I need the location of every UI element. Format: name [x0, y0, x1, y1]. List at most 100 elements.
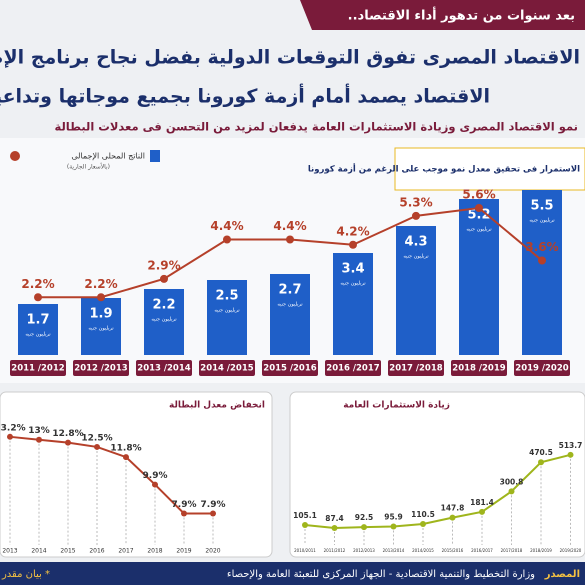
legend-label: الناتج المحلى الإجمالى: [71, 152, 145, 162]
x-tick-label: 2017/2018: [501, 548, 523, 553]
growth-label: 5.6%: [462, 188, 495, 202]
line: [304, 453, 571, 529]
x-tick-label: 2015 /2016: [263, 364, 316, 374]
footer: [0, 562, 585, 585]
title: الاقتصاد المصرى تفوق التوقعات الدولية بف…: [0, 47, 580, 69]
bar: [18, 304, 58, 355]
x-tick-label: 2019: [176, 548, 191, 555]
point-label: 13.2%: [0, 423, 26, 433]
point: [449, 514, 456, 521]
growth-point: [223, 235, 231, 244]
point-label: 105.1: [293, 511, 317, 520]
bar-label: 5.5: [530, 199, 553, 214]
category-box: [325, 360, 381, 376]
bar-unit: تريليون جنيه: [88, 326, 114, 332]
x-tick-label: 2011 /2012: [11, 364, 64, 374]
unemployment-panel: [0, 391, 273, 558]
point-label: 12.8%: [52, 429, 83, 439]
line: [9, 435, 213, 515]
category-box: [10, 360, 66, 376]
point: [567, 451, 574, 458]
category-box: [514, 360, 570, 376]
growth-label: 5.3%: [399, 195, 432, 209]
point-label: 12.5%: [81, 433, 112, 443]
growth-label: 4.4%: [210, 219, 243, 233]
bar: [144, 289, 184, 355]
growth-point: [475, 204, 483, 212]
bar-label: 1.9: [89, 307, 112, 322]
growth-point: [349, 240, 357, 249]
x-tick-label: 2015: [60, 548, 75, 555]
growth-point: [160, 274, 168, 283]
bar-unit: تريليون جنيه: [214, 308, 240, 314]
growth-label: 2.2%: [84, 277, 117, 291]
point-label: 7.9%: [201, 500, 226, 510]
point-label: 95.9: [384, 513, 403, 522]
chart-title: انخفاض معدل البطالة: [169, 401, 265, 411]
bar-label: 2.7: [278, 283, 301, 298]
bar-unit: تريليون جنيه: [403, 254, 429, 260]
legend-swatch: [10, 151, 20, 161]
bar: [459, 199, 499, 355]
growth-point: [412, 211, 420, 220]
point-label: 9.9%: [143, 471, 168, 481]
x-tick-label: 2010/2011: [294, 548, 316, 553]
x-tick-label: 2012/2013: [353, 548, 375, 553]
point: [152, 481, 158, 488]
x-tick-label: 2013 /2014: [137, 364, 190, 374]
bar-label: 1.7: [26, 313, 49, 328]
bar-unit: تريليون جنيه: [340, 281, 366, 287]
x-tick-label: 2013/2014: [383, 548, 405, 553]
x-tick-label: 2014: [31, 548, 46, 555]
point: [361, 524, 367, 531]
point: [123, 454, 129, 461]
bar: [207, 280, 247, 355]
point: [181, 510, 187, 517]
bar-unit: تريليون جنيه: [25, 332, 51, 338]
growth-label: 4.4%: [273, 219, 306, 233]
chart-title: زيادة الاستثمارات العامة: [343, 401, 450, 411]
growth-label: 3.6%: [525, 240, 558, 254]
bar-unit: تريليون جنيه: [529, 218, 555, 224]
x-tick-label: 2012 /2013: [74, 364, 127, 374]
point: [36, 436, 42, 443]
x-tick-label: 2017: [118, 548, 133, 555]
banner-text: بعد سنوات من تدهور أداء الاقتصاد..: [348, 7, 575, 24]
point: [210, 510, 216, 517]
point-label: 11.8%: [110, 444, 141, 454]
category-box: [199, 360, 255, 376]
subtitle: نمو الاقتصاد المصرى وزيادة الاستثمارات ا…: [55, 120, 579, 135]
point-label: 181.4: [470, 498, 494, 507]
bar: [333, 253, 373, 355]
x-tick-label: 2011/2012: [324, 548, 346, 553]
title: الاقتصاد يصمد أمام أزمة كورونا بجميع موج…: [0, 84, 490, 108]
point-label: 92.5: [355, 513, 374, 522]
bar-label: 2.2: [152, 298, 175, 313]
x-tick-label: 2016 /2017: [326, 364, 379, 374]
bar-label: 3.4: [341, 262, 364, 277]
point: [65, 439, 71, 446]
point-label: 513.7: [559, 441, 583, 450]
x-tick-label: 2014 /2015: [200, 364, 253, 374]
point: [420, 521, 426, 528]
growth-label: 2.9%: [147, 258, 180, 272]
legend-swatch: [150, 150, 160, 162]
x-tick-label: 2013: [2, 548, 17, 555]
point: [479, 508, 485, 515]
note: * بيان مقدر: [1, 569, 50, 580]
point-label: 13%: [28, 426, 50, 436]
bar: [270, 274, 310, 355]
growth-label: 2.2%: [21, 277, 54, 291]
annotation: الاستمرار فى تحقيق معدل نمو موجب على الر…: [308, 163, 580, 175]
point: [390, 523, 397, 530]
point: [302, 521, 308, 528]
x-tick-label: 2019/2020: [560, 548, 582, 553]
annotation-box: [394, 147, 585, 191]
bar-label: 2.5: [215, 289, 238, 304]
bar-unit: تريليون جنيه: [277, 302, 303, 308]
growth-point: [34, 293, 42, 302]
category-box: [73, 360, 129, 376]
point-label: 87.4: [325, 514, 344, 523]
